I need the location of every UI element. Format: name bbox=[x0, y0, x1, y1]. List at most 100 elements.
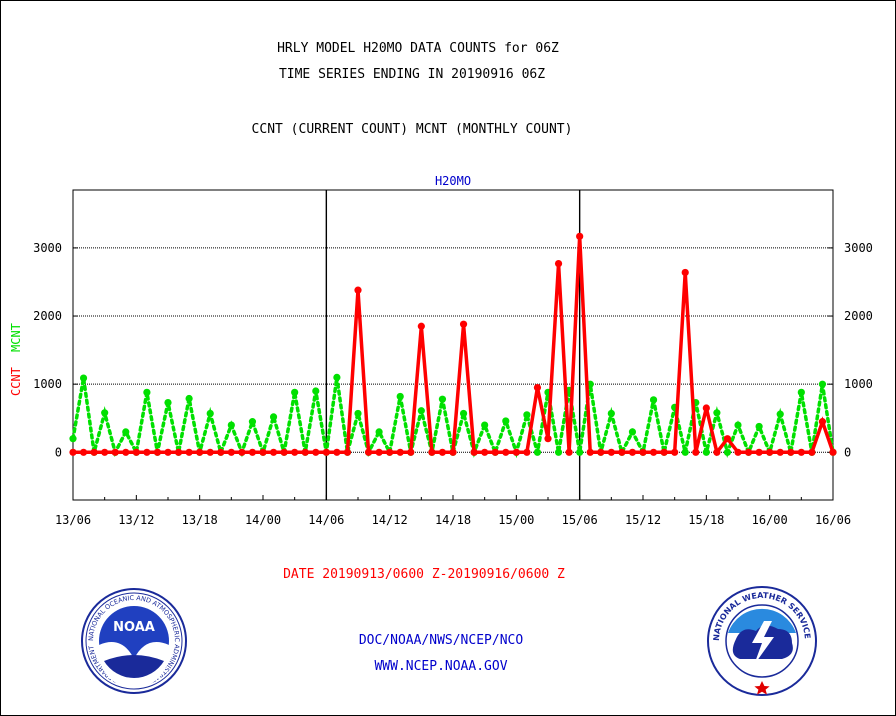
data-point-ccnt bbox=[692, 448, 700, 456]
x-tick-label: 13/12 bbox=[118, 513, 154, 527]
data-point-mcnt bbox=[607, 409, 615, 418]
data-point-ccnt bbox=[744, 448, 753, 456]
y-label-mcnt: MCNT bbox=[9, 323, 23, 352]
data-point-ccnt bbox=[364, 448, 373, 456]
data-point-ccnt bbox=[576, 232, 584, 240]
nws-logo[interactable]: NATIONAL WEATHER SERVICE bbox=[707, 586, 817, 696]
header-title: HRLY MODEL H20MO DATA COUNTS for 06Z bbox=[277, 41, 559, 56]
data-point-ccnt bbox=[554, 259, 563, 268]
data-point-ccnt bbox=[132, 448, 140, 456]
data-point-ccnt bbox=[333, 448, 341, 456]
x-tick-label: 14/12 bbox=[372, 513, 408, 527]
data-point-ccnt bbox=[797, 448, 805, 456]
y-axis-label: CCNT MCNT bbox=[9, 323, 23, 396]
y-tick-label-left: 3000 bbox=[33, 241, 62, 255]
data-point-ccnt bbox=[597, 448, 605, 456]
data-point-ccnt bbox=[470, 448, 478, 456]
y-tick-label-right: 0 bbox=[844, 445, 851, 459]
data-point-mcnt bbox=[248, 418, 257, 426]
data-point-mcnt bbox=[481, 421, 489, 429]
data-point-ccnt bbox=[69, 448, 77, 456]
data-point-mcnt bbox=[185, 394, 193, 403]
nws-star-icon bbox=[754, 681, 770, 695]
data-point-mcnt bbox=[776, 410, 784, 418]
data-point-mcnt bbox=[375, 428, 383, 436]
data-point-ccnt bbox=[164, 448, 172, 456]
data-point-ccnt bbox=[660, 448, 668, 456]
data-point-ccnt bbox=[153, 448, 162, 456]
data-point-ccnt bbox=[808, 448, 816, 456]
data-point-ccnt bbox=[417, 322, 425, 330]
data-point-ccnt bbox=[649, 448, 658, 456]
data-point-ccnt bbox=[723, 435, 732, 443]
data-point-ccnt bbox=[681, 268, 689, 277]
data-point-mcnt bbox=[649, 396, 658, 404]
data-point-mcnt bbox=[523, 411, 531, 419]
data-point-ccnt bbox=[259, 448, 267, 456]
data-point-ccnt bbox=[354, 286, 362, 294]
noaa-logo[interactable]: NATIONAL OCEANIC AND ATMOSPHERIC ADMINIS… bbox=[81, 588, 187, 694]
data-point-mcnt bbox=[533, 448, 542, 456]
data-point-ccnt bbox=[449, 448, 457, 456]
x-tick-label: 13/06 bbox=[55, 513, 91, 527]
y-tick-label-right: 2000 bbox=[844, 309, 873, 323]
data-point-ccnt bbox=[301, 448, 309, 456]
data-point-ccnt bbox=[322, 448, 330, 456]
url-link[interactable]: WWW.NCEP.NOAA.GOV bbox=[374, 659, 507, 674]
data-point-ccnt bbox=[565, 448, 573, 456]
data-point-mcnt bbox=[164, 398, 172, 407]
header-subtitle: TIME SERIES ENDING IN 20190916 06Z bbox=[279, 67, 545, 82]
data-point-ccnt bbox=[512, 448, 520, 456]
data-point-mcnt bbox=[69, 435, 77, 443]
data-point-mcnt bbox=[818, 380, 827, 388]
data-point-mcnt bbox=[755, 422, 763, 431]
data-point-mcnt bbox=[628, 428, 637, 436]
x-tick-label: 15/06 bbox=[562, 513, 598, 527]
data-point-ccnt bbox=[618, 448, 626, 456]
data-point-ccnt bbox=[607, 448, 615, 456]
y-tick-label-right: 3000 bbox=[844, 241, 873, 255]
data-point-mcnt bbox=[459, 409, 468, 418]
y-tick-label-left: 2000 bbox=[33, 309, 62, 323]
x-tick-label: 16/06 bbox=[815, 513, 851, 527]
data-point-mcnt bbox=[702, 448, 710, 456]
data-point-ccnt bbox=[185, 448, 193, 456]
chart-title: H20MO bbox=[435, 174, 471, 188]
header-legend-text: CCNT (CURRENT COUNT) MCNT (MONTHLY COUNT… bbox=[252, 122, 573, 137]
data-point-mcnt bbox=[576, 448, 584, 456]
data-point-ccnt bbox=[438, 448, 447, 456]
data-point-ccnt bbox=[396, 448, 404, 456]
data-point-mcnt bbox=[291, 388, 299, 396]
data-point-ccnt bbox=[280, 448, 288, 456]
data-point-ccnt bbox=[217, 448, 225, 456]
noaa-logo-text: NOAA bbox=[113, 620, 155, 635]
data-point-mcnt bbox=[681, 448, 689, 456]
data-point-ccnt bbox=[248, 448, 257, 456]
data-point-ccnt bbox=[628, 448, 637, 456]
org-link[interactable]: DOC/NOAA/NWS/NCEP/NCO bbox=[359, 633, 524, 648]
plot-area: 0 0 1000 1000 2000 2000 3000 3000 13/06 13/12 13/1… bbox=[33, 189, 873, 527]
data-point-mcnt bbox=[502, 417, 510, 425]
data-point-ccnt bbox=[639, 448, 647, 456]
data-point-ccnt bbox=[375, 448, 383, 456]
x-tick-label: 13/18 bbox=[182, 513, 218, 527]
data-point-mcnt bbox=[438, 395, 447, 403]
data-point-ccnt bbox=[238, 448, 246, 456]
x-tick-label: 14/06 bbox=[308, 513, 344, 527]
data-point-ccnt bbox=[818, 418, 827, 426]
data-point-ccnt bbox=[101, 448, 109, 456]
data-point-mcnt bbox=[396, 392, 404, 401]
data-point-ccnt bbox=[734, 448, 742, 456]
data-point-ccnt bbox=[533, 383, 542, 392]
data-point-mcnt bbox=[122, 428, 130, 436]
data-point-mcnt bbox=[734, 421, 742, 429]
data-point-mcnt bbox=[206, 409, 214, 418]
data-point-ccnt bbox=[459, 320, 468, 328]
x-tick-label: 16/00 bbox=[752, 513, 788, 527]
data-point-mcnt bbox=[312, 387, 320, 395]
data-point-ccnt bbox=[481, 448, 489, 456]
data-point-ccnt bbox=[407, 448, 415, 456]
data-point-mcnt bbox=[797, 388, 805, 396]
data-point-mcnt bbox=[79, 374, 88, 382]
